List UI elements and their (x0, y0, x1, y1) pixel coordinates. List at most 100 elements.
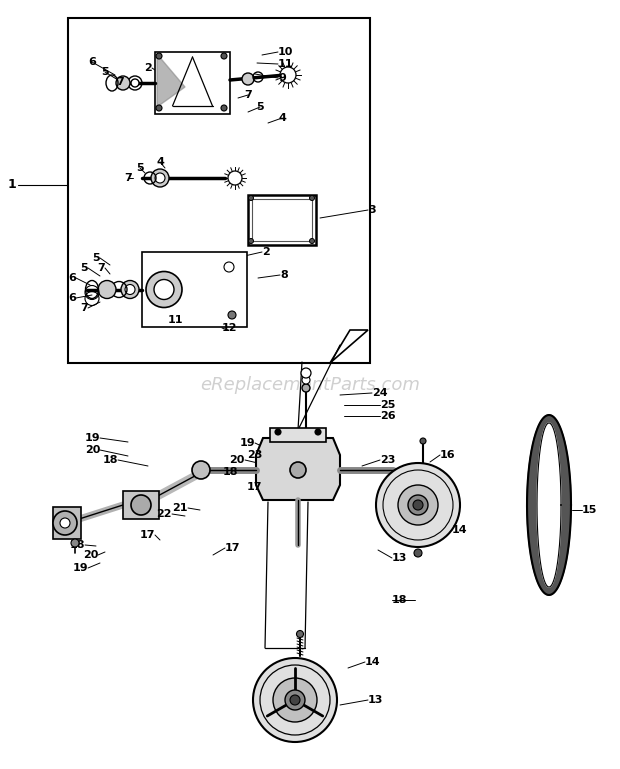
Text: 7: 7 (124, 173, 132, 183)
Text: 17: 17 (225, 543, 241, 553)
Circle shape (151, 169, 169, 187)
Circle shape (131, 79, 139, 87)
Circle shape (273, 678, 317, 722)
Circle shape (116, 76, 130, 90)
Text: 5: 5 (92, 253, 100, 263)
Polygon shape (527, 415, 571, 595)
Circle shape (249, 195, 254, 201)
Bar (155, 52, 230, 114)
Circle shape (125, 285, 135, 295)
Circle shape (285, 690, 305, 710)
Bar (142, 252, 247, 327)
Circle shape (414, 549, 422, 557)
Circle shape (296, 631, 304, 638)
Polygon shape (157, 54, 185, 107)
Circle shape (221, 105, 227, 111)
Circle shape (228, 171, 242, 185)
Text: 19: 19 (239, 438, 255, 448)
Text: 25: 25 (380, 400, 396, 410)
Text: 2: 2 (262, 247, 270, 257)
Text: 5: 5 (256, 102, 264, 112)
Polygon shape (537, 423, 561, 587)
Circle shape (155, 173, 165, 183)
Bar (123, 491, 159, 519)
Text: 12: 12 (222, 323, 237, 333)
Text: 19: 19 (84, 433, 100, 443)
Text: 11: 11 (167, 315, 183, 325)
Text: 20: 20 (82, 550, 98, 560)
Text: 17: 17 (247, 482, 262, 492)
Text: 9: 9 (278, 73, 286, 83)
Text: 5: 5 (136, 163, 144, 173)
Text: 6: 6 (68, 293, 76, 303)
Circle shape (98, 281, 116, 298)
Circle shape (408, 495, 428, 515)
Bar (68, 18, 370, 363)
Circle shape (280, 67, 296, 83)
Circle shape (376, 463, 460, 547)
Circle shape (413, 500, 423, 510)
Polygon shape (256, 438, 340, 500)
Text: 17: 17 (140, 530, 155, 540)
Text: 8: 8 (280, 270, 288, 280)
Text: 18: 18 (223, 467, 238, 477)
Text: 20: 20 (229, 455, 245, 465)
Circle shape (131, 495, 151, 515)
Text: 21: 21 (172, 503, 188, 513)
Text: 7: 7 (97, 263, 105, 273)
Text: 18: 18 (392, 595, 407, 605)
Circle shape (146, 271, 182, 308)
Circle shape (249, 238, 254, 244)
Text: 18: 18 (69, 540, 85, 550)
Text: 14: 14 (452, 525, 467, 535)
Circle shape (156, 53, 162, 59)
Polygon shape (330, 330, 368, 363)
Text: 7: 7 (116, 77, 124, 87)
Text: 2: 2 (144, 63, 152, 73)
Circle shape (242, 73, 254, 85)
Circle shape (53, 511, 77, 535)
Circle shape (221, 53, 227, 59)
Text: 6: 6 (68, 273, 76, 283)
Text: 24: 24 (372, 388, 388, 398)
Text: 4: 4 (278, 113, 286, 123)
Circle shape (253, 658, 337, 742)
Circle shape (309, 238, 314, 244)
Text: 15: 15 (582, 505, 598, 515)
Circle shape (192, 461, 210, 479)
Text: 5: 5 (81, 263, 88, 273)
Circle shape (228, 311, 236, 319)
Circle shape (302, 384, 310, 392)
Circle shape (290, 695, 300, 705)
Text: 13: 13 (368, 695, 383, 705)
Bar (252, 199, 312, 241)
Circle shape (301, 368, 311, 378)
Text: 23: 23 (247, 450, 262, 460)
Circle shape (121, 281, 139, 298)
Text: 22: 22 (156, 509, 172, 519)
Circle shape (154, 279, 174, 299)
Text: 23: 23 (380, 455, 396, 465)
Text: 3: 3 (368, 205, 376, 215)
Circle shape (309, 195, 314, 201)
Circle shape (156, 105, 162, 111)
Text: 18: 18 (102, 455, 118, 465)
Text: 5: 5 (101, 67, 109, 77)
Circle shape (71, 539, 79, 547)
Text: 16: 16 (440, 450, 456, 460)
Text: 7: 7 (80, 303, 88, 313)
Circle shape (60, 518, 70, 528)
Text: 6: 6 (88, 57, 96, 67)
Circle shape (290, 462, 306, 478)
Circle shape (398, 485, 438, 525)
Bar (270, 428, 326, 442)
Text: 19: 19 (73, 563, 88, 573)
Circle shape (420, 438, 426, 444)
Text: 10: 10 (278, 47, 293, 57)
Text: 13: 13 (392, 553, 407, 563)
Text: 14: 14 (365, 657, 381, 667)
Bar (248, 195, 316, 245)
Text: 7: 7 (244, 90, 252, 100)
Text: 20: 20 (84, 445, 100, 455)
Text: 26: 26 (380, 411, 396, 421)
